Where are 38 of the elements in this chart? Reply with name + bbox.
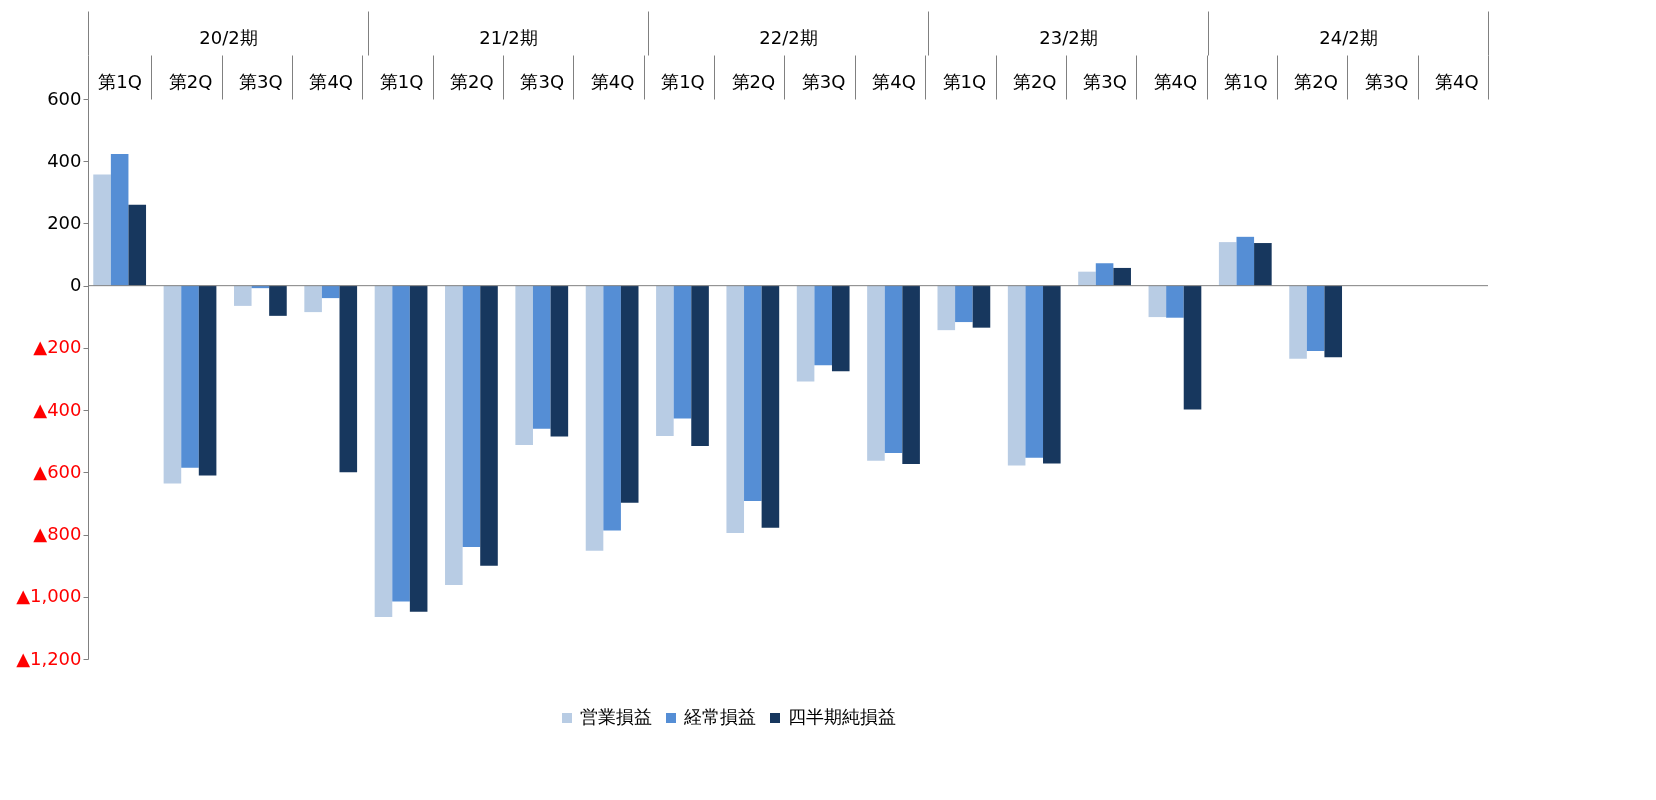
x-tick-label: 第2Q xyxy=(1294,70,1338,92)
x-tick-label: 第1Q xyxy=(1223,70,1268,92)
x-tick-label: 第1Q xyxy=(942,70,987,92)
text: 24/2期 xyxy=(1319,26,1378,48)
text: 22/2期 xyxy=(759,26,818,48)
x-tick-label: 第2Q xyxy=(168,70,213,92)
y-tick-label: 600 xyxy=(47,87,82,109)
x-tick-label: 第3Q xyxy=(239,70,283,92)
y-tick-label: ▲800 xyxy=(33,523,82,545)
x-tick-label: 第1Q xyxy=(379,70,424,92)
x-tick-label: 第1Q xyxy=(98,70,142,92)
x-tick-label: 第4Q xyxy=(872,70,916,92)
x-tick-label: 第2Q xyxy=(450,70,494,92)
y-tick-label: ▲200 xyxy=(33,336,82,358)
y-tick-label: ▲1,000 xyxy=(16,585,82,607)
legend-label: 営業損益 xyxy=(580,706,652,727)
x-tick-label: 第3Q xyxy=(1083,70,1127,92)
x-tick-label: 第4Q xyxy=(309,70,354,92)
text: 21/2期 xyxy=(479,26,538,48)
text: 23/2期 xyxy=(1039,26,1098,48)
y-tick-label: 200 xyxy=(47,211,82,233)
x-tick-label: 第3Q xyxy=(1364,70,1409,92)
x-tick-label: 第3Q xyxy=(801,70,846,92)
y-tick-label: ▲600 xyxy=(33,460,82,482)
y-tick-label: 400 xyxy=(47,149,82,171)
y-tick-label: 0 xyxy=(70,274,82,296)
x-tick-label: 第2Q xyxy=(1012,70,1057,92)
x-tick-label: 第4Q xyxy=(1153,70,1198,92)
x-tick-label: 第2Q xyxy=(731,70,776,92)
y-tick-label: ▲1,200 xyxy=(16,647,82,669)
x-tick-label: 第3Q xyxy=(520,70,565,92)
x-tick-label: 第4Q xyxy=(1435,70,1479,92)
y-tick-label: ▲400 xyxy=(33,398,82,420)
x-tick-label: 第1Q xyxy=(661,70,705,92)
text: 20/2期 xyxy=(199,26,258,48)
legend-label: 経常損益 xyxy=(683,706,756,727)
x-tick-label: 第4Q xyxy=(590,70,635,92)
legend-label: 四半期純損益 xyxy=(788,706,896,727)
